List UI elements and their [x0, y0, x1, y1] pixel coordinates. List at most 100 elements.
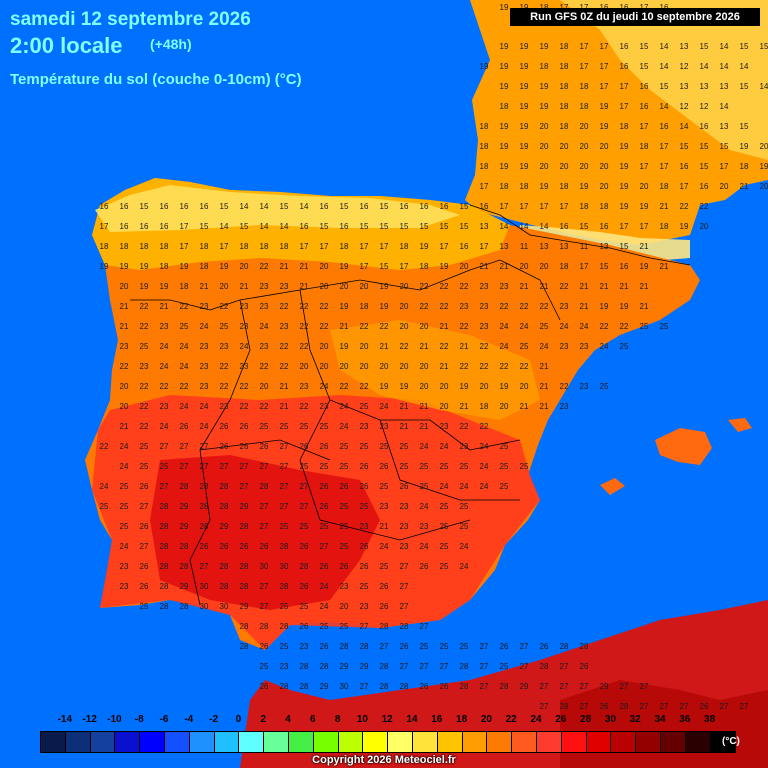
grid-value: 13 [700, 82, 709, 91]
grid-value: 25 [140, 442, 149, 451]
grid-value: 28 [560, 642, 569, 651]
grid-value: 24 [160, 422, 169, 431]
grid-value: 23 [120, 562, 129, 571]
grid-value: 26 [340, 482, 349, 491]
grid-value: 16 [460, 242, 469, 251]
legend-label: 22 [505, 714, 517, 725]
grid-value: 28 [160, 582, 169, 591]
grid-value: 26 [260, 642, 269, 651]
grid-value: 22 [240, 402, 249, 411]
forecast-lead-time: (+48h) [150, 36, 192, 52]
grid-value: 17 [680, 182, 689, 191]
grid-value: 23 [280, 282, 289, 291]
grid-value: 17 [620, 102, 629, 111]
grid-value: 17 [600, 82, 609, 91]
grid-value: 18 [180, 282, 189, 291]
grid-value: 20 [520, 262, 529, 271]
grid-value: 18 [560, 122, 569, 131]
grid-value: 19 [100, 262, 109, 271]
grid-value: 28 [360, 642, 369, 651]
grid-value: 21 [300, 262, 309, 271]
grid-value: 22 [280, 362, 289, 371]
grid-value: 26 [300, 542, 309, 551]
grid-value: 15 [760, 42, 768, 51]
grid-value: 21 [120, 302, 129, 311]
grid-value: 28 [580, 642, 589, 651]
grid-value: 25 [340, 522, 349, 531]
grid-value: 22 [700, 202, 709, 211]
grid-value: 28 [560, 702, 569, 711]
grid-value: 15 [380, 262, 389, 271]
grid-value: 26 [140, 482, 149, 491]
grid-value: 23 [400, 522, 409, 531]
grid-value: 30 [200, 602, 209, 611]
legend-swatch [586, 732, 612, 752]
grid-value: 22 [540, 302, 549, 311]
grid-value: 19 [600, 302, 609, 311]
grid-value: 25 [180, 322, 189, 331]
grid-value: 15 [660, 82, 669, 91]
grid-value: 27 [200, 562, 209, 571]
grid-value: 30 [220, 602, 229, 611]
grid-value: 21 [660, 202, 669, 211]
grid-value: 24 [180, 362, 189, 371]
grid-value: 20 [420, 382, 429, 391]
grid-value: 21 [160, 302, 169, 311]
grid-value: 25 [300, 522, 309, 531]
grid-value: 21 [540, 382, 549, 391]
grid-value: 21 [420, 342, 429, 351]
grid-value: 25 [400, 442, 409, 451]
grid-value: 24 [320, 382, 329, 391]
grid-value: 19 [500, 82, 509, 91]
legend-swatch [710, 732, 736, 752]
grid-value: 30 [340, 682, 349, 691]
grid-value: 25 [460, 502, 469, 511]
grid-value: 29 [600, 682, 609, 691]
grid-value: 22 [260, 362, 269, 371]
grid-value: 24 [380, 402, 389, 411]
legend-swatch [660, 732, 686, 752]
grid-value: 28 [200, 522, 209, 531]
grid-value: 24 [120, 442, 129, 451]
grid-value: 18 [260, 242, 269, 251]
grid-value: 25 [360, 442, 369, 451]
grid-value: 16 [600, 222, 609, 231]
grid-value: 27 [260, 502, 269, 511]
grid-value: 22 [300, 342, 309, 351]
grid-value: 20 [340, 602, 349, 611]
grid-value: 23 [200, 382, 209, 391]
grid-value: 25 [340, 622, 349, 631]
grid-value: 24 [600, 342, 609, 351]
legend-swatch [636, 732, 661, 752]
grid-value: 28 [380, 682, 389, 691]
grid-value: 24 [120, 542, 129, 551]
grid-value: 19 [620, 202, 629, 211]
grid-value: 15 [140, 202, 149, 211]
grid-value: 19 [480, 62, 489, 71]
grid-value: 23 [380, 502, 389, 511]
grid-value: 19 [680, 222, 689, 231]
grid-value: 27 [520, 642, 529, 651]
grid-value: 13 [560, 242, 569, 251]
grid-value: 13 [720, 122, 729, 131]
legend-swatch [115, 732, 141, 752]
grid-value: 25 [300, 462, 309, 471]
grid-value: 19 [600, 122, 609, 131]
grid-value: 27 [380, 642, 389, 651]
grid-value: 27 [420, 662, 429, 671]
grid-value: 23 [300, 642, 309, 651]
grid-value: 22 [140, 302, 149, 311]
grid-value: 15 [440, 222, 449, 231]
grid-value: 20 [640, 182, 649, 191]
grid-value: 22 [440, 342, 449, 351]
grid-value: 26 [260, 442, 269, 451]
grid-value: 20 [240, 262, 249, 271]
grid-value: 21 [660, 262, 669, 271]
grid-value: 25 [340, 502, 349, 511]
grid-value: 20 [260, 382, 269, 391]
grid-value: 20 [120, 282, 129, 291]
grid-value: 24 [560, 322, 569, 331]
grid-value: 21 [480, 262, 489, 271]
grid-value: 20 [480, 382, 489, 391]
grid-value: 25 [260, 422, 269, 431]
